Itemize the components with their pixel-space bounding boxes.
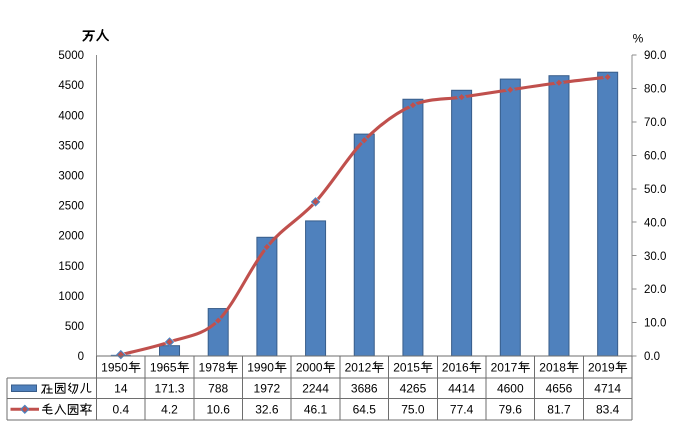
svg-text:80.0: 80.0	[644, 84, 666, 96]
svg-text:171.3: 171.3	[155, 381, 185, 395]
svg-text:10.6: 10.6	[207, 403, 231, 417]
svg-text:3500: 3500	[58, 140, 84, 152]
svg-text:30.0: 30.0	[644, 251, 666, 263]
svg-text:50.0: 50.0	[644, 184, 666, 196]
svg-text:4.2: 4.2	[161, 403, 178, 417]
svg-text:1500: 1500	[58, 261, 84, 273]
svg-text:2016: 2016	[442, 360, 469, 374]
svg-text:1000: 1000	[58, 291, 84, 303]
svg-text:2012: 2012	[345, 360, 372, 374]
svg-text:788: 788	[208, 381, 228, 395]
svg-text:1978: 1978	[199, 360, 226, 374]
svg-text:75.0: 75.0	[401, 403, 425, 417]
svg-text:4714: 4714	[594, 381, 621, 395]
svg-text:2000: 2000	[296, 360, 323, 374]
svg-text:2018: 2018	[539, 360, 566, 374]
svg-text:83.4: 83.4	[596, 403, 620, 417]
svg-text:3686: 3686	[351, 381, 378, 395]
svg-text:46.1: 46.1	[304, 403, 328, 417]
svg-text:4000: 4000	[58, 110, 84, 122]
svg-text:2000: 2000	[58, 231, 84, 243]
svg-text:1990: 1990	[247, 360, 274, 374]
svg-text:20.0: 20.0	[644, 284, 666, 296]
svg-text:5000: 5000	[58, 50, 84, 62]
svg-text:4500: 4500	[58, 80, 84, 92]
svg-text:64.5: 64.5	[353, 403, 377, 417]
svg-text:500: 500	[65, 321, 84, 333]
svg-text:3000: 3000	[58, 170, 84, 182]
svg-text:14: 14	[114, 381, 128, 395]
svg-text:4414: 4414	[448, 381, 475, 395]
svg-text:2015: 2015	[393, 360, 420, 374]
svg-text:60.0: 60.0	[644, 150, 666, 162]
svg-text:70.0: 70.0	[644, 117, 666, 129]
svg-text:4265: 4265	[400, 381, 427, 395]
svg-text:2244: 2244	[302, 381, 329, 395]
svg-text:1965: 1965	[150, 360, 177, 374]
svg-text:81.7: 81.7	[547, 403, 571, 417]
svg-text:4600: 4600	[497, 381, 524, 395]
svg-text:4656: 4656	[546, 381, 573, 395]
svg-text:40.0: 40.0	[644, 217, 666, 229]
svg-text:0.0: 0.0	[644, 351, 660, 363]
svg-text:79.6: 79.6	[499, 403, 523, 417]
svg-text:0: 0	[78, 351, 84, 363]
svg-text:32.6: 32.6	[255, 403, 279, 417]
svg-text:1950: 1950	[101, 360, 128, 374]
svg-text:1972: 1972	[254, 381, 281, 395]
svg-text:2017: 2017	[491, 360, 518, 374]
svg-text:77.4: 77.4	[450, 403, 474, 417]
svg-text:2500: 2500	[58, 201, 84, 213]
svg-text:2019: 2019	[588, 360, 615, 374]
svg-text:10.0: 10.0	[644, 318, 666, 330]
svg-text:0.4: 0.4	[112, 403, 129, 417]
svg-text:90.0: 90.0	[644, 50, 666, 62]
svg-text:%: %	[633, 32, 644, 46]
